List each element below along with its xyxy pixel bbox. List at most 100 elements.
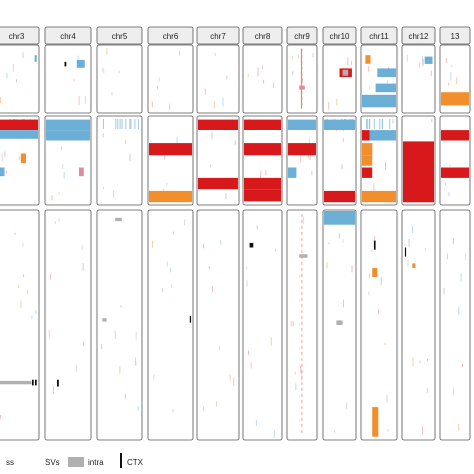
segment-intra-chr10 — [342, 69, 349, 76]
header-label-chr5: chr5 — [112, 32, 128, 41]
signal-line — [257, 67, 259, 77]
segment-loss-chr10 — [324, 119, 355, 130]
stripe-line — [117, 119, 119, 129]
segment-ctx-chr3 — [35, 379, 37, 386]
segment-pink-chr9 — [299, 85, 305, 90]
signal-line — [6, 72, 8, 79]
signal-line — [256, 225, 258, 230]
signal-line — [386, 395, 388, 403]
segment-loss-chr12 — [424, 56, 433, 64]
segment-loss-chr4 — [46, 130, 90, 141]
segment-intra-chr9 — [299, 254, 308, 258]
header-box-chr9 — [286, 26, 318, 45]
signal-line — [290, 321, 292, 327]
stripe-line — [389, 119, 391, 129]
signal-line — [342, 239, 344, 243]
trace-dash — [301, 424, 303, 427]
stripe-line — [368, 119, 370, 129]
signal-line — [129, 153, 131, 161]
trace-dash — [301, 286, 303, 289]
trace-dash — [301, 388, 303, 391]
signal-line — [152, 240, 154, 248]
signal-line — [120, 304, 122, 308]
header-box-chr11 — [360, 26, 398, 45]
segment-loh-chr9 — [300, 48, 302, 109]
trace-dash — [301, 292, 303, 295]
segment-gain-chr3 — [0, 119, 38, 130]
signal-line — [16, 79, 17, 83]
trace-dash — [301, 262, 303, 265]
stripe-line — [125, 119, 127, 129]
signal-line — [458, 306, 460, 315]
header-label-chr9: chr9 — [294, 32, 310, 41]
signal-line — [312, 53, 314, 58]
signal-line — [106, 48, 108, 55]
signal-line — [412, 225, 413, 234]
trace-dash — [301, 352, 303, 355]
panel-bottom-13 — [439, 209, 471, 441]
segment-gain-chr8 — [244, 189, 281, 202]
stripe-line — [130, 119, 132, 129]
signal-line — [4, 151, 6, 158]
signal-line — [300, 154, 302, 163]
signal-line — [248, 350, 249, 355]
signal-line — [261, 65, 263, 69]
signal-line — [13, 63, 14, 72]
segment-loh-chr11 — [362, 190, 396, 203]
signal-line — [62, 164, 64, 170]
header-box-chr7 — [196, 26, 240, 45]
trace-dash — [301, 244, 303, 247]
signal-line — [445, 58, 447, 63]
signal-line — [103, 186, 104, 190]
header-box-13 — [439, 26, 471, 45]
panel-middle-chr5 — [96, 115, 143, 206]
signal-line — [387, 429, 389, 432]
segment-gain-chr11 — [362, 130, 370, 141]
segment-loss-chr11 — [375, 83, 396, 93]
signal-line — [20, 300, 22, 308]
header-label-13: 13 — [451, 32, 460, 41]
panel-top-chr4 — [44, 44, 92, 114]
header-label-chr10: chr10 — [329, 32, 350, 41]
signal-line — [173, 231, 175, 235]
signal-line — [385, 162, 386, 170]
panel-bottom-chr4 — [44, 209, 92, 441]
signal-line — [369, 273, 370, 279]
signal-line — [255, 419, 257, 427]
signal-line — [213, 101, 215, 109]
signal-line — [343, 299, 344, 308]
panel-bottom-chr11 — [360, 209, 398, 441]
signal-line — [431, 119, 433, 123]
trace-dash — [301, 280, 303, 283]
header-label-chr4: chr4 — [60, 32, 76, 41]
signal-line — [161, 288, 163, 292]
signal-line — [419, 61, 421, 68]
legend: ss SVs intra CTX — [6, 453, 144, 468]
stripe-line — [115, 119, 117, 129]
segment-gain-chr12 — [403, 141, 434, 203]
segment-gain-13 — [441, 130, 469, 141]
signal-line — [456, 76, 458, 85]
signal-line — [295, 383, 297, 390]
legend-label-intra: intra — [88, 458, 104, 467]
signal-line — [53, 385, 54, 395]
signal-line — [211, 131, 213, 140]
trace-dash — [301, 322, 303, 325]
signal-line — [101, 343, 103, 349]
signal-line — [300, 378, 302, 381]
signal-line — [179, 50, 181, 56]
signal-line — [341, 164, 343, 169]
signal-line — [299, 274, 301, 277]
signal-line — [294, 371, 296, 375]
signal-line — [233, 377, 235, 386]
signal-line — [216, 401, 218, 407]
signal-line — [18, 156, 20, 160]
segment-ctx-chr12 — [404, 247, 407, 257]
signal-line — [465, 253, 467, 261]
trace-dash — [301, 268, 303, 271]
signal-line — [22, 242, 24, 247]
trace-dash — [301, 250, 303, 253]
segment-ctx-chr8 — [249, 242, 254, 248]
signal-line — [447, 253, 448, 260]
segment-loss-chr3 — [0, 130, 38, 139]
